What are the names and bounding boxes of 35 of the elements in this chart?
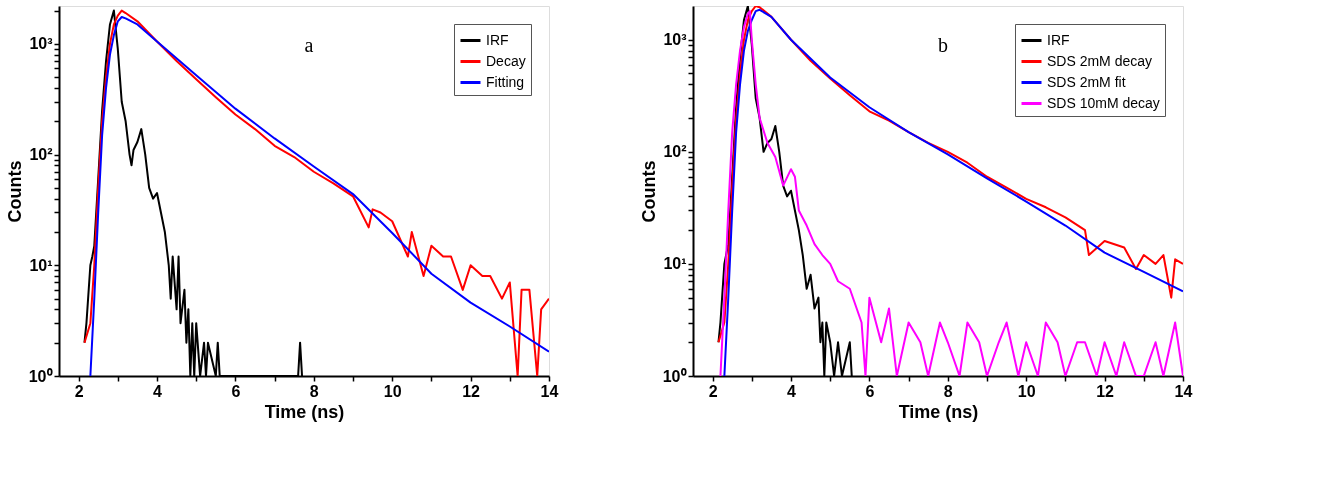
y-tick-label: 10¹ (29, 256, 53, 274)
y-tick-label: 10² (663, 143, 687, 161)
x-tick-label: 10 (1017, 382, 1036, 400)
x-axis-title: Time (ns) (264, 401, 345, 422)
y-tick-label: 10⁰ (662, 367, 687, 385)
legend-label: IRF (1047, 31, 1070, 48)
x-tick-label: 8 (943, 382, 953, 400)
x-tick-label: 12 (1096, 382, 1115, 400)
legend-label: SDS 10mM decay (1047, 94, 1160, 111)
x-tick-label: 14 (1174, 382, 1193, 400)
x-axis-title: Time (ns) (898, 401, 979, 422)
y-tick-label: 10⁰ (28, 367, 53, 385)
x-tick-label: 2 (74, 382, 84, 400)
x-tick-label: 10 (383, 382, 402, 400)
annotation: a (304, 34, 314, 56)
x-tick-label: 12 (462, 382, 481, 400)
legend-label: IRF (486, 31, 509, 48)
x-tick-label: 6 (865, 382, 875, 400)
x-tick-label: 14 (540, 382, 559, 400)
x-tick-label: 2 (708, 382, 718, 400)
x-tick-label: 6 (231, 382, 241, 400)
x-tick-label: 4 (787, 382, 797, 400)
x-tick-label: 4 (153, 382, 163, 400)
annotation: b (938, 34, 948, 56)
legend-label: Decay (486, 52, 526, 69)
legend-label: SDS 2mM fit (1047, 73, 1126, 90)
y-axis-title: Counts (638, 160, 659, 223)
y-tick-label: 10¹ (663, 255, 687, 273)
legend-label: SDS 2mM decay (1047, 52, 1153, 69)
y-tick-label: 10² (29, 146, 53, 164)
y-axis-title: Counts (4, 160, 25, 223)
legend-label: Fitting (486, 73, 525, 90)
y-tick-label: 10³ (29, 35, 53, 53)
y-tick-label: 10³ (663, 31, 687, 49)
x-tick-label: 8 (309, 382, 319, 400)
